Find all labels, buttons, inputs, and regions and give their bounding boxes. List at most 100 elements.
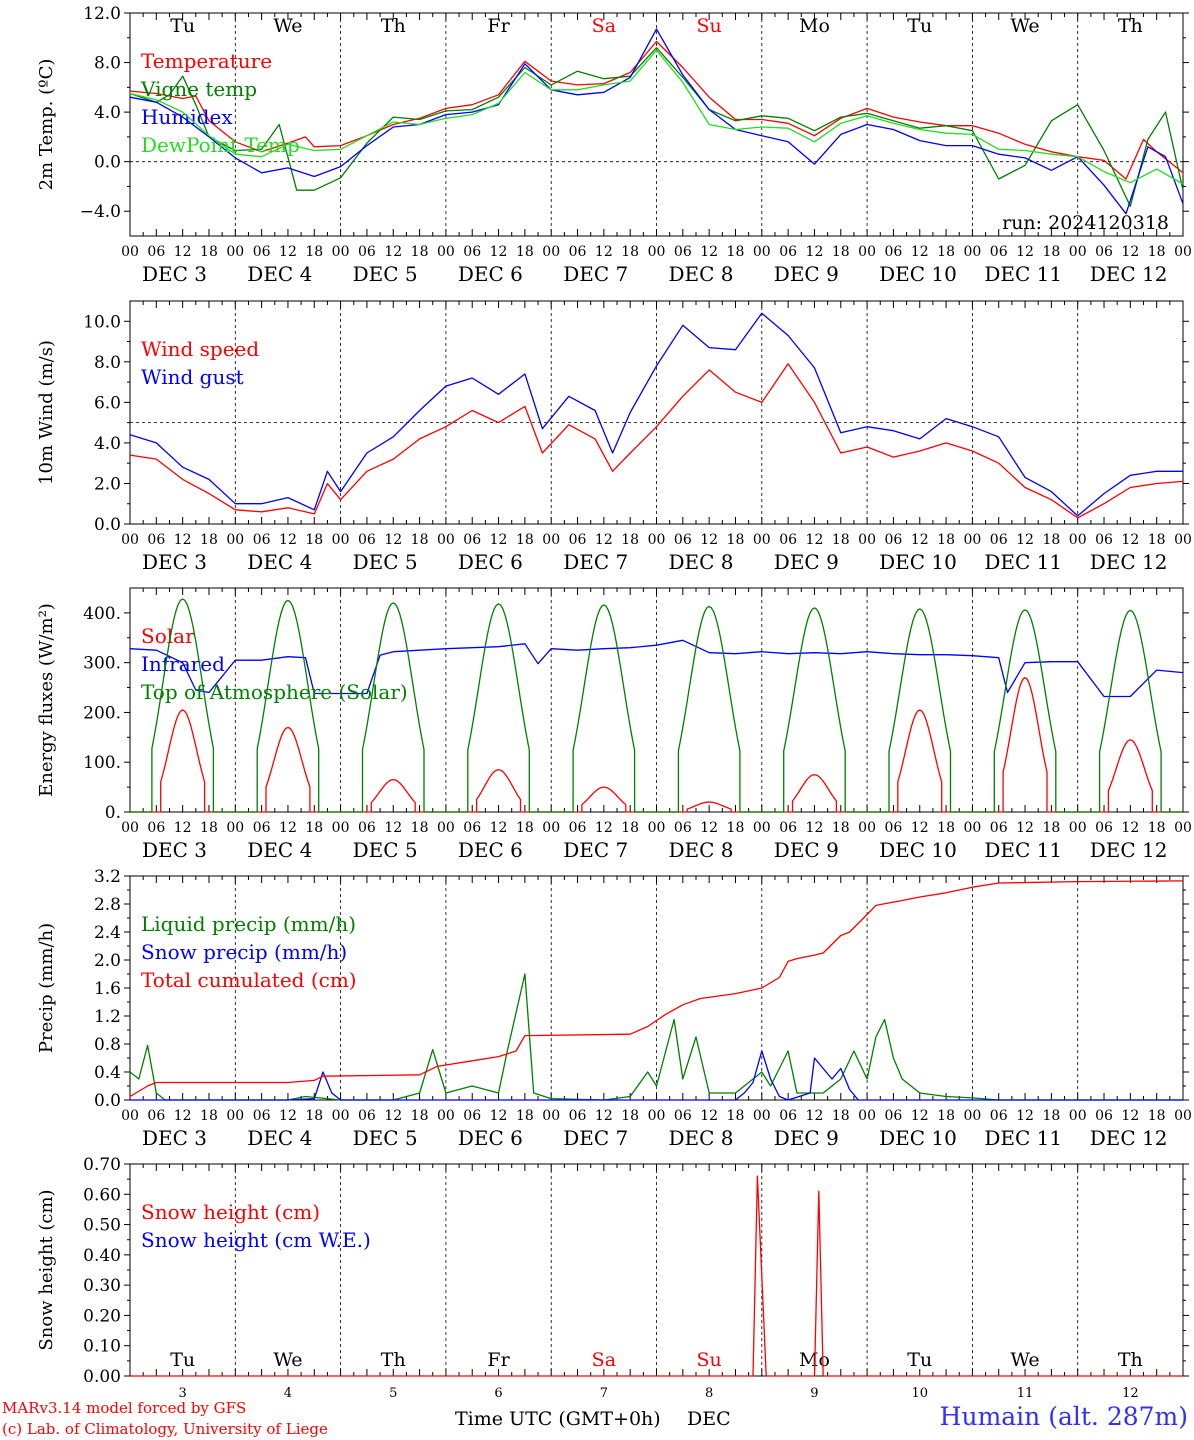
x-hour-label: 06 [358, 244, 376, 260]
x-hour-label: 06 [1095, 532, 1113, 548]
x-hour-label: 18 [1148, 1108, 1166, 1124]
legend-entry: Infrared [141, 652, 225, 676]
day-name-label: Th [381, 15, 406, 37]
x-hour-label: 00 [121, 532, 139, 548]
x-hour-label: 18 [727, 244, 745, 260]
x-hour-label: 06 [463, 820, 481, 836]
day-number-label: 6 [494, 1386, 502, 1401]
x-hour-label: 12 [279, 244, 297, 260]
legend-entry: Snow height (cm W.E.) [141, 1228, 371, 1252]
x-hour-label: 18 [727, 1108, 745, 1124]
x-hour-label: 18 [411, 532, 429, 548]
day-number-label: 4 [284, 1386, 292, 1401]
x-date-label: DEC 10 [879, 1126, 957, 1150]
y-tick-label: 10.0 [83, 312, 121, 332]
panel-precip: 0.0 0.4 0.8 1.2 1.6 2.0 2.4 2.8 3.2 Precip (mm/h)… [36, 867, 1192, 1150]
day-name-label: Su [697, 15, 722, 37]
legend-entry: Snow height (cm) [141, 1200, 320, 1224]
x-hour-label: 00 [226, 820, 244, 836]
day-name-label: Tu [170, 1349, 195, 1371]
x-hour-label: 18 [1042, 1108, 1060, 1124]
bottom-axis-label: Time UTC (GMT+0h) [455, 1408, 661, 1430]
y-tick-label: 6.0 [94, 393, 121, 413]
x-hour-label: 00 [1174, 532, 1192, 548]
x-hour-label: 18 [516, 1108, 534, 1124]
x-hour-label: 18 [516, 532, 534, 548]
x-hour-label: 00 [226, 532, 244, 548]
x-hour-label: 06 [147, 244, 165, 260]
x-hour-label: 18 [621, 532, 639, 548]
day-number-label: 12 [1122, 1386, 1139, 1401]
x-hour-label: 06 [1095, 1108, 1113, 1124]
x-hour-label: 00 [753, 244, 771, 260]
plot-frame [129, 12, 1184, 237]
x-hour-label: 00 [121, 244, 139, 260]
series-wind-0 [129, 363, 1184, 519]
x-date-label: DEC 4 [247, 838, 312, 862]
y-axis-label: 10m Wind (m/s) [36, 340, 57, 485]
x-date-label: DEC 5 [353, 838, 418, 862]
x-hour-label: 12 [490, 244, 508, 260]
y-tick-label: 4.0 [94, 103, 121, 123]
x-hour-label: 18 [832, 820, 850, 836]
legend-entry: Total cumulated (cm) [141, 968, 357, 992]
x-hour-label: 00 [753, 532, 771, 548]
day-name-label: Tu [907, 1349, 932, 1371]
x-hour-label: 12 [1016, 820, 1034, 836]
legend-entry: Solar [141, 624, 195, 648]
panel-wind: 0.0 2.0 4.0 6.0 8.0 10.0 10m Wind (m/s) 00 06 12 1… [36, 300, 1192, 574]
x-hour-label: 06 [674, 820, 692, 836]
x-hour-label: 18 [832, 532, 850, 548]
y-tick-label: 4.0 [94, 434, 121, 454]
x-date-label: DEC 11 [984, 262, 1062, 286]
x-hour-label: 06 [779, 244, 797, 260]
day-name-label: We [273, 1349, 302, 1371]
x-hour-label: 00 [1174, 244, 1192, 260]
y-tick-label: 1.2 [94, 1007, 121, 1027]
x-hour-label: 12 [174, 1108, 192, 1124]
x-hour-label: 12 [174, 820, 192, 836]
x-date-label: DEC 11 [984, 1126, 1062, 1150]
y-tick-label: 0.50 [83, 1216, 121, 1236]
x-hour-label: 06 [147, 1108, 165, 1124]
y-tick-label: 2.0 [94, 951, 121, 971]
x-date-label: DEC 3 [142, 1126, 207, 1150]
x-hour-label: 18 [621, 820, 639, 836]
day-number-label: 8 [705, 1386, 713, 1401]
x-hour-label: 06 [463, 1108, 481, 1124]
x-hour-label: 18 [305, 1108, 323, 1124]
day-name-label: Fr [487, 15, 510, 37]
x-hour-label: 00 [1069, 1108, 1087, 1124]
x-date-label: DEC 5 [353, 550, 418, 574]
legend-entry: Wind gust [141, 365, 244, 389]
x-hour-label: 06 [885, 820, 903, 836]
x-date-label: DEC 4 [247, 1126, 312, 1150]
x-hour-label: 00 [542, 532, 560, 548]
day-number-label: 3 [179, 1386, 187, 1401]
lab-credit: (c) Lab. of Climatology, University of L… [2, 1420, 328, 1438]
x-hour-label: 18 [1148, 532, 1166, 548]
x-hour-label: 06 [569, 1108, 587, 1124]
day-name-label: Tu [170, 15, 195, 37]
legend-entry: Humidex [141, 105, 233, 129]
x-date-label: DEC 12 [1090, 1126, 1168, 1150]
x-hour-label: 12 [806, 820, 824, 836]
x-hour-label: 06 [779, 532, 797, 548]
x-hour-label: 00 [1069, 244, 1087, 260]
x-hour-label: 12 [1121, 244, 1139, 260]
x-hour-label: 18 [727, 532, 745, 548]
x-date-label: DEC 6 [458, 838, 523, 862]
x-date-label: DEC 8 [669, 1126, 734, 1150]
day-name-label: Su [697, 1349, 722, 1371]
y-tick-label: 0.0 [94, 153, 121, 173]
x-date-label: DEC 8 [669, 550, 734, 574]
x-hour-label: 00 [753, 1108, 771, 1124]
x-hour-label: 12 [490, 820, 508, 836]
x-hour-label: 06 [990, 1108, 1008, 1124]
x-date-label: DEC 3 [142, 838, 207, 862]
x-hour-label: 18 [937, 244, 955, 260]
x-hour-label: 18 [937, 1108, 955, 1124]
x-hour-label: 06 [885, 244, 903, 260]
x-hour-label: 00 [963, 820, 981, 836]
x-hour-label: 12 [911, 1108, 929, 1124]
